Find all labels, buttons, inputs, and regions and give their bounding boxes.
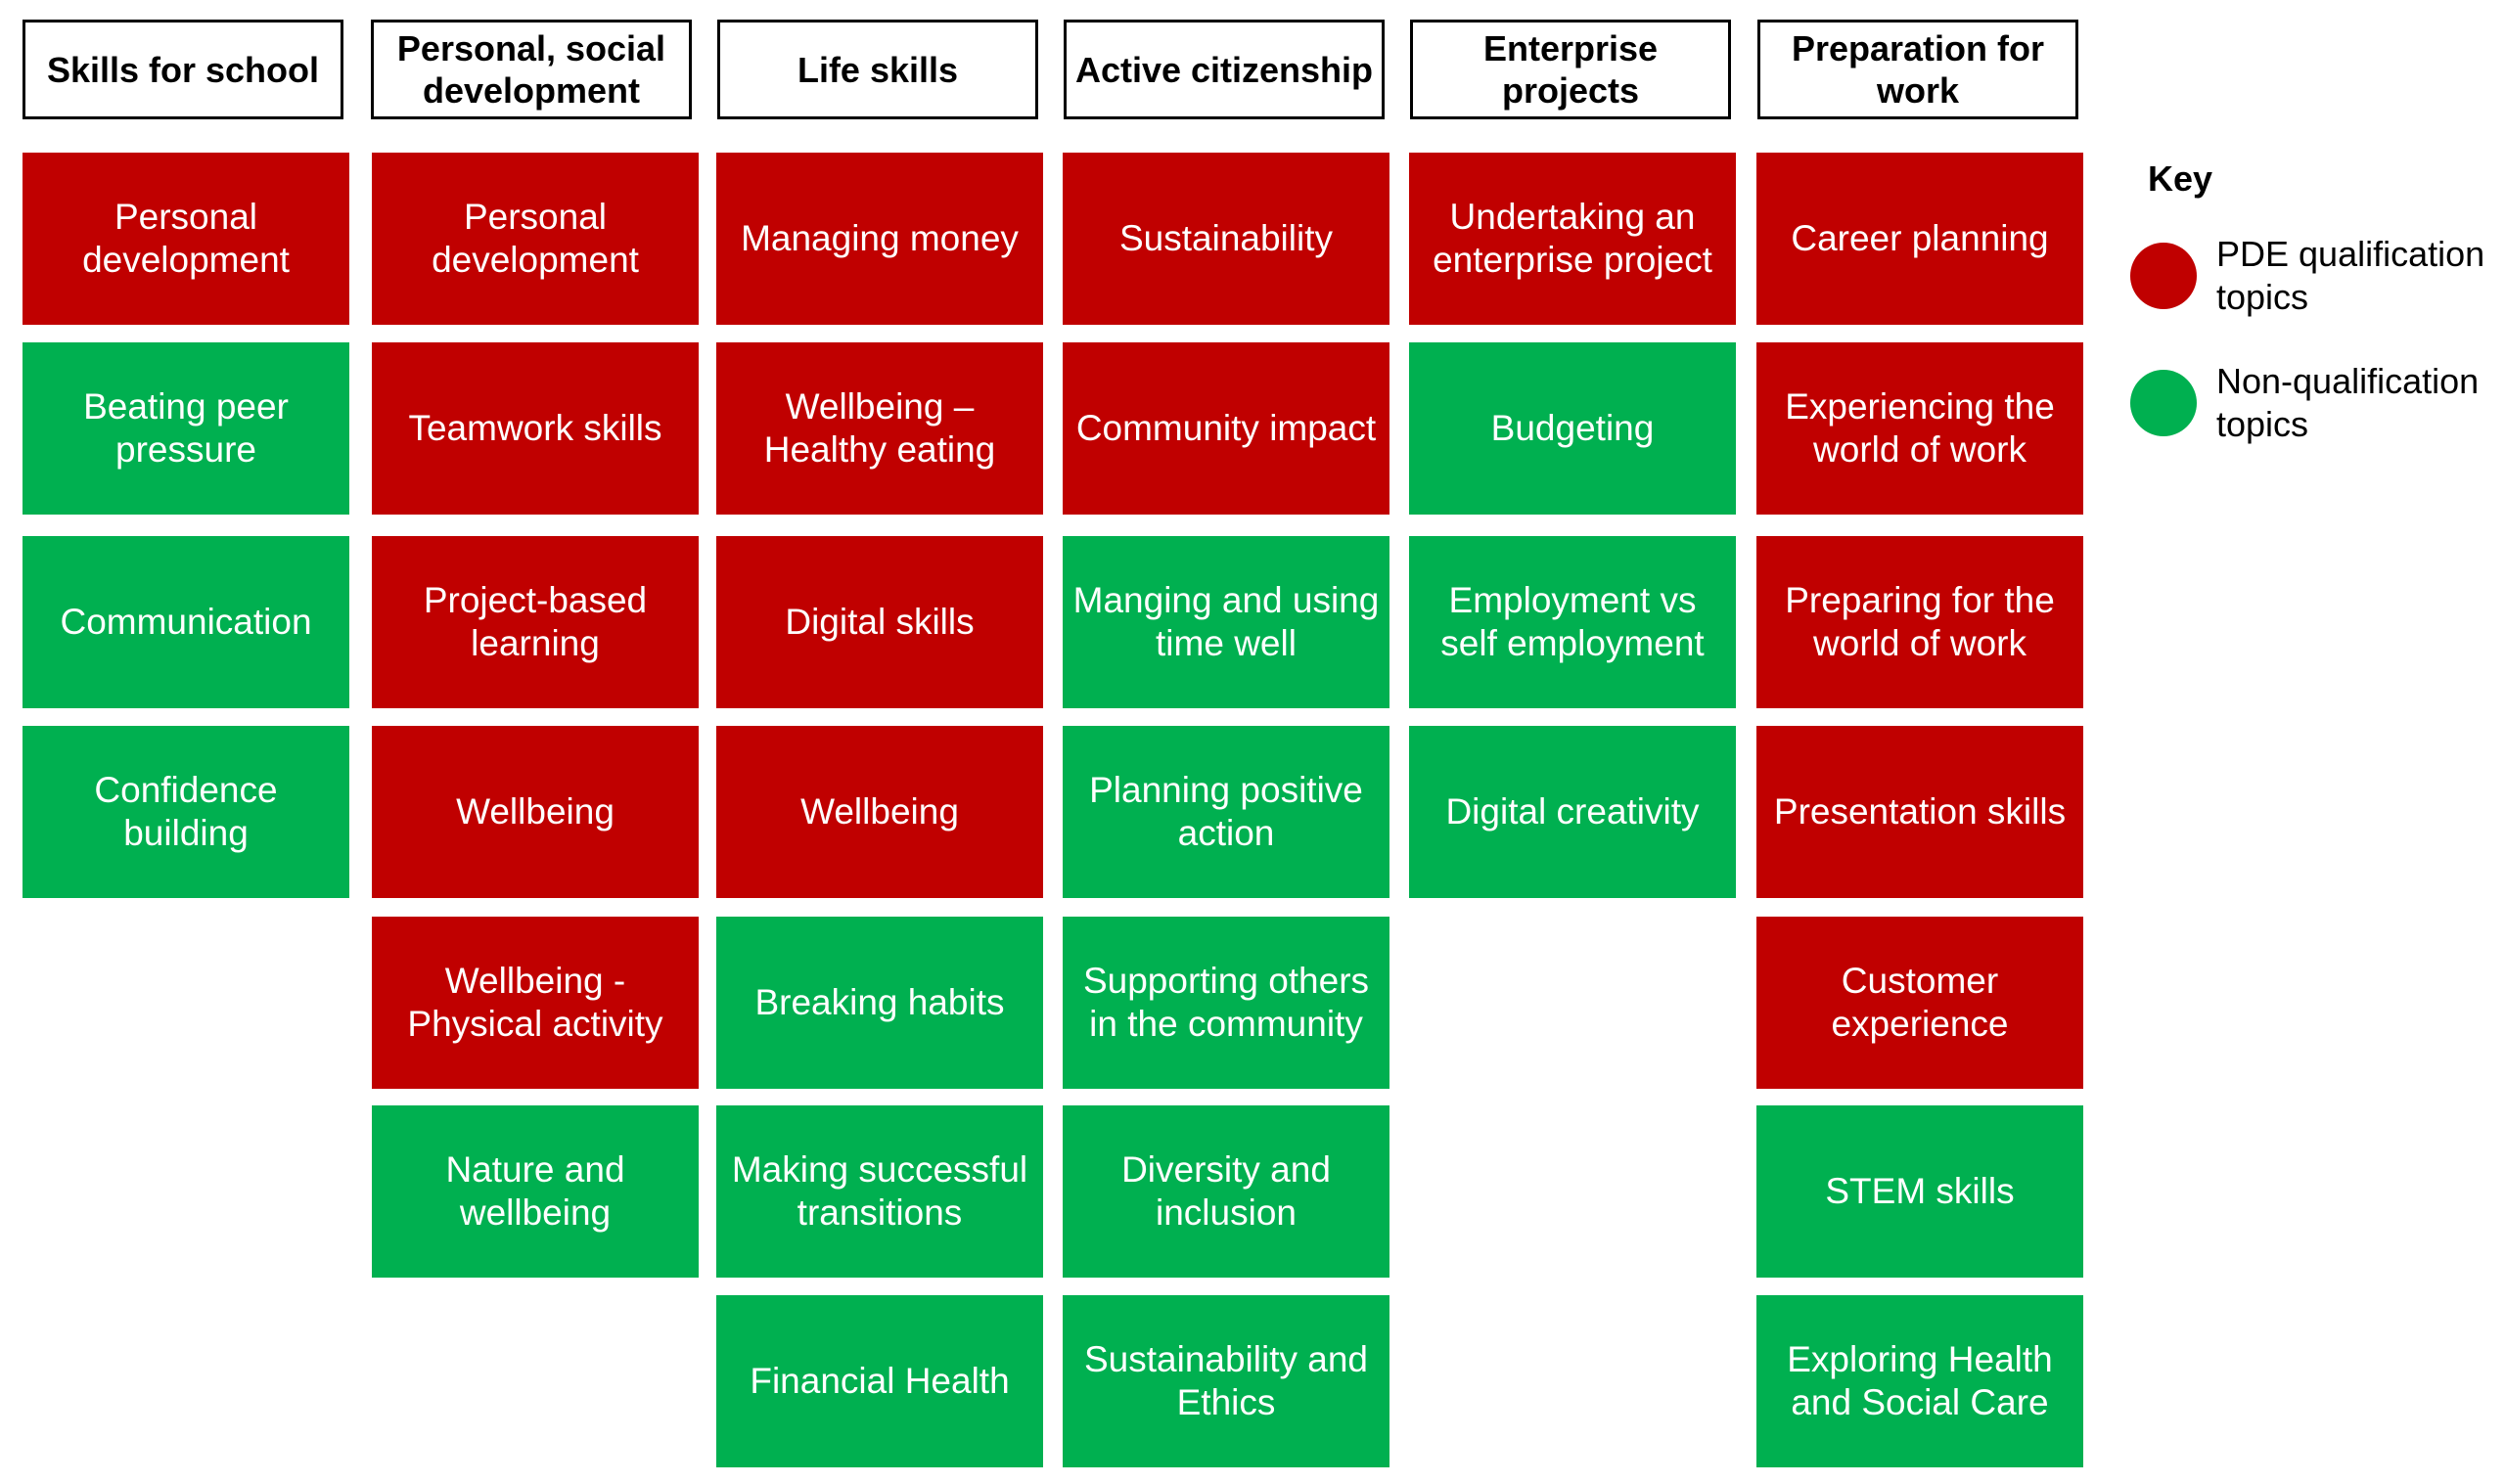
topic-tile: Teamwork skills: [372, 342, 699, 515]
topic-tile: Financial Health: [716, 1295, 1043, 1467]
topic-tile: Wellbeing – Healthy eating: [716, 342, 1043, 515]
topic-tile: Sustainability and Ethics: [1063, 1295, 1389, 1467]
topic-tile: Community impact: [1063, 342, 1389, 515]
topic-tile: Presentation skills: [1756, 726, 2083, 898]
topic-tile: Budgeting: [1409, 342, 1736, 515]
topic-tile: Beating peer pressure: [23, 342, 349, 515]
topic-tile: Digital creativity: [1409, 726, 1736, 898]
topic-tile: STEM skills: [1756, 1105, 2083, 1278]
column-header-life-skills: Life skills: [717, 20, 1038, 119]
topic-tile: Customer experience: [1756, 917, 2083, 1089]
topic-tile: Supporting others in the community: [1063, 917, 1389, 1089]
topic-tile: Planning positive action: [1063, 726, 1389, 898]
topic-tile: Breaking habits: [716, 917, 1043, 1089]
topic-tile: Sustainability: [1063, 153, 1389, 325]
column-header-preparation-for-work: Preparation for work: [1757, 20, 2078, 119]
topic-tile: Confidence building: [23, 726, 349, 898]
topic-tile: Preparing for the world of work: [1756, 536, 2083, 708]
legend-title: Key: [2148, 158, 2213, 199]
topic-tile: Wellbeing: [372, 726, 699, 898]
legend-item-qualification: PDE qualification topics: [2130, 233, 2505, 319]
column-header-active-citizenship: Active citizenship: [1064, 20, 1385, 119]
column-header-skills-for-school: Skills for school: [23, 20, 343, 119]
topic-tile: Managing money: [716, 153, 1043, 325]
topic-tile: Nature and wellbeing: [372, 1105, 699, 1278]
topic-tile: Experiencing the world of work: [1756, 342, 2083, 515]
topic-tile: Diversity and inclusion: [1063, 1105, 1389, 1278]
topic-tile: Exploring Health and Social Care: [1756, 1295, 2083, 1467]
legend-item-non-qualification: Non-qualification topics: [2130, 360, 2505, 446]
legend-label: PDE qualification topics: [2216, 234, 2485, 317]
topic-tile: Wellbeing: [716, 726, 1043, 898]
column-header-enterprise-projects: Enterprise projects: [1410, 20, 1731, 119]
topic-tile: Communication: [23, 536, 349, 708]
column-header-personal-social-development: Personal, social development: [371, 20, 692, 119]
topic-tile: Career planning: [1756, 153, 2083, 325]
topic-tile: Making successful transitions: [716, 1105, 1043, 1278]
topic-tile: Wellbeing - Physical activity: [372, 917, 699, 1089]
topic-tile: Digital skills: [716, 536, 1043, 708]
topic-tile: Undertaking an enterprise project: [1409, 153, 1736, 325]
topic-tile: Personal development: [372, 153, 699, 325]
topic-tile: Personal development: [23, 153, 349, 325]
legend-label: Non-qualification topics: [2216, 361, 2480, 444]
topic-tile: Employment vs self employment: [1409, 536, 1736, 708]
topic-tile: Manging and using time well: [1063, 536, 1389, 708]
topic-tile: Project-based learning: [372, 536, 699, 708]
red-circle-icon: [2130, 243, 2197, 309]
green-circle-icon: [2130, 370, 2197, 436]
